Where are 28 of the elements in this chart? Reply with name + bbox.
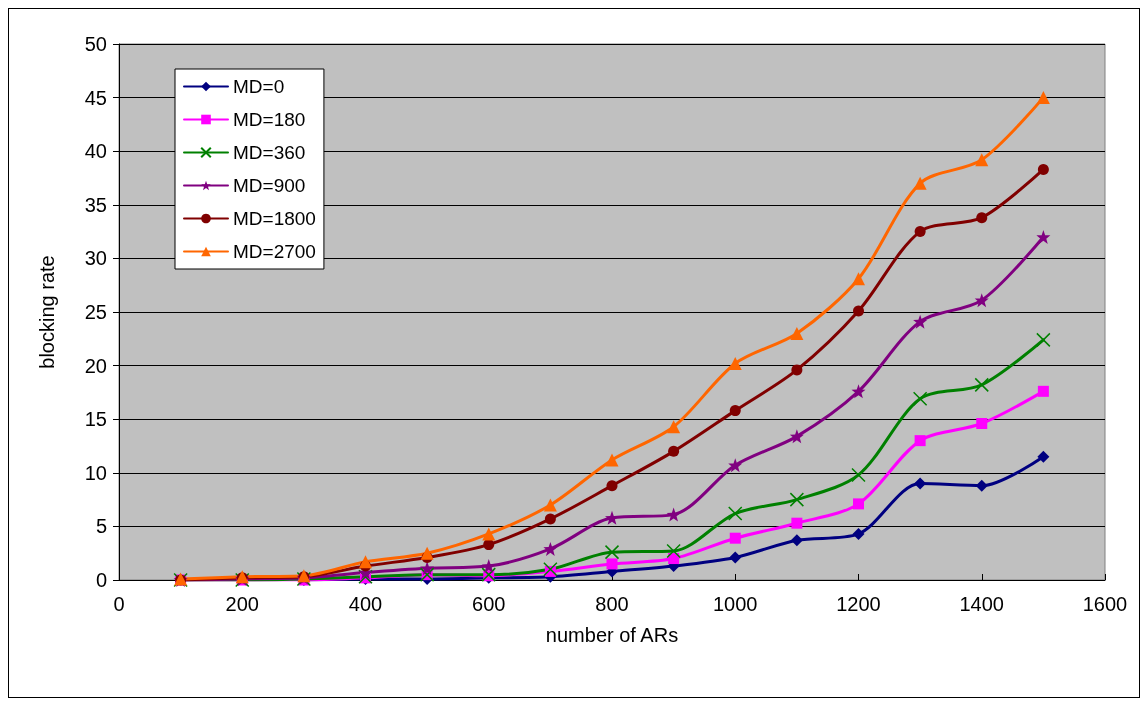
legend-label: MD=1800 xyxy=(233,208,316,229)
x-tick-label: 800 xyxy=(595,593,629,615)
legend-label: MD=900 xyxy=(233,175,306,196)
x-tick-label: 1400 xyxy=(959,593,1004,615)
y-tick-label: 15 xyxy=(84,408,107,431)
x-tick-label: 200 xyxy=(225,593,259,615)
legend-label: MD=0 xyxy=(233,76,285,97)
x-tick-label: 400 xyxy=(348,593,383,615)
legend-label: MD=360 xyxy=(233,142,306,163)
x-tick-label: 1000 xyxy=(713,593,758,615)
legend-label: MD=180 xyxy=(233,109,306,130)
y-tick-label: 25 xyxy=(84,301,107,323)
y-tick-label: 5 xyxy=(95,515,107,538)
y-tick-label: 40 xyxy=(84,140,107,163)
y-tick-label: 35 xyxy=(84,193,107,216)
y-tick-label: 20 xyxy=(84,354,107,377)
x-tick-label: 1200 xyxy=(836,593,881,615)
x-tick-label: 600 xyxy=(472,593,506,615)
y-tick-label: 10 xyxy=(84,461,107,484)
y-axis-title: blocking rate xyxy=(36,255,58,369)
x-tick-label: 1600 xyxy=(1082,593,1128,615)
y-tick-label: 45 xyxy=(84,86,107,109)
x-tick-label: 0 xyxy=(113,593,125,615)
y-tick-label: 30 xyxy=(84,247,107,270)
y-tick-label: 0 xyxy=(95,569,107,591)
legend-label: MD=2700 xyxy=(233,241,316,262)
y-tick-label: 50 xyxy=(84,33,107,55)
x-axis-title: number of ARs xyxy=(545,624,679,646)
